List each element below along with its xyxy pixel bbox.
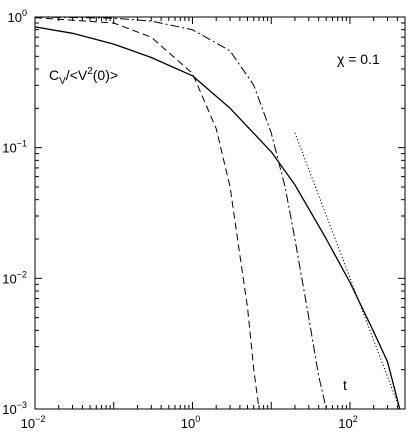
y-axis-annotation: CV/<V2(0)> (49, 66, 118, 87)
y-tick-label: 10−2 (2, 269, 27, 286)
ylabel-superscript: 2 (87, 66, 93, 77)
plot-frame (34, 16, 406, 410)
series-layer (34, 16, 401, 410)
curve-dotted (294, 132, 401, 410)
x-tick-label: 102 (338, 414, 357, 431)
chi-parameter-label: χ = 0.1 (337, 51, 380, 67)
curve-dashdot (34, 16, 327, 410)
y-tick-labels: 10−3 10−2 10−1 100 (2, 8, 27, 417)
y-tick-label: 100 (8, 8, 27, 25)
x-tick-labels: 10−2 100 102 (21, 414, 358, 431)
x-tick-label: 100 (181, 414, 200, 431)
x-tick-label: 10−2 (21, 414, 46, 431)
y-tick-label: 10−3 (2, 400, 27, 417)
curve-solid (34, 26, 401, 410)
y-tick-label: 10−1 (2, 139, 27, 156)
ylabel-subscript: V (59, 76, 66, 87)
curve-dashed (34, 17, 260, 410)
x-axis-label: t (343, 377, 347, 393)
